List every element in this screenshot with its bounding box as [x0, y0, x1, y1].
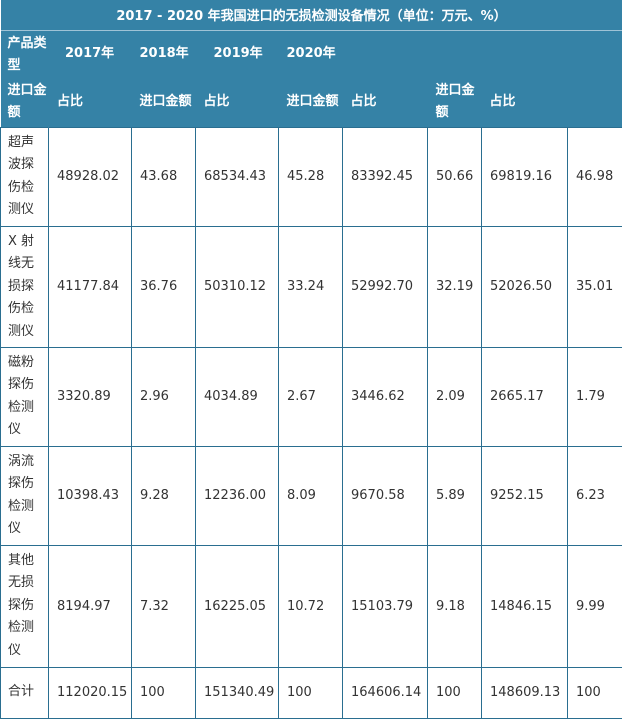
table-row: 超声波探伤检测仪 48928.02 43.68 68534.43 45.28 8… — [1, 127, 622, 226]
table-row: 涡流探伤检测仪 10398.43 9.28 12236.00 8.09 9670… — [1, 446, 622, 545]
product-type-header: 产品类型 — [1, 30, 49, 77]
sub-header-4: 进口金额 — [279, 77, 343, 127]
cell-value: 100 — [428, 667, 482, 718]
cell-value: 2.96 — [132, 347, 196, 446]
cell-value: 52992.70 — [343, 226, 428, 347]
cell-value: 3446.62 — [343, 347, 428, 446]
cell-value: 3320.89 — [49, 347, 132, 446]
cell-value: 46.98 — [568, 127, 622, 226]
year-header-row: 产品类型 2017年 2018年 2019年 2020年 — [1, 30, 622, 77]
cell-value: 12236.00 — [196, 446, 279, 545]
cell-value: 10398.43 — [49, 446, 132, 545]
year-2019-header: 2019年 — [196, 30, 279, 77]
cell-value: 83392.45 — [343, 127, 428, 226]
sub-header-row: 进口金额 占比 进口金额 占比 进口金额 占比 进口金额 占比 — [1, 77, 622, 127]
total-row: 合计 112020.15 100 151340.49 100 164606.14… — [1, 667, 622, 718]
year-2020-header: 2020年 — [279, 30, 343, 77]
year-2018-header: 2018年 — [132, 30, 196, 77]
cell-value: 8.09 — [279, 446, 343, 545]
table-row: 磁粉探伤检测仪 3320.89 2.96 4034.89 2.67 3446.6… — [1, 347, 622, 446]
cell-value: 16225.05 — [196, 545, 279, 667]
cell-value: 9670.58 — [343, 446, 428, 545]
cell-value: 100 — [568, 667, 622, 718]
cell-value: 100 — [132, 667, 196, 718]
sub-header-5: 占比 — [343, 77, 428, 127]
cell-value: 148609.13 — [482, 667, 568, 718]
cell-value: 4034.89 — [196, 347, 279, 446]
sub-header-6: 进口金额 — [428, 77, 482, 127]
cell-value: 9.99 — [568, 545, 622, 667]
cell-value: 41177.84 — [49, 226, 132, 347]
cell-value: 33.24 — [279, 226, 343, 347]
cell-value: 6.23 — [568, 446, 622, 545]
cell-value: 2.09 — [428, 347, 482, 446]
cell-value: 112020.15 — [49, 667, 132, 718]
import-amount-header: 进口金额 — [1, 77, 49, 127]
cell-value: 7.32 — [132, 545, 196, 667]
cell-value: 45.28 — [279, 127, 343, 226]
cell-value: 164606.14 — [343, 667, 428, 718]
cell-value: 2665.17 — [482, 347, 568, 446]
sub-header-7: 占比 — [482, 77, 568, 127]
sub-header-1: 占比 — [49, 77, 132, 127]
cell-value: 10.72 — [279, 545, 343, 667]
cell-value: 48928.02 — [49, 127, 132, 226]
cell-value: 50.66 — [428, 127, 482, 226]
cell-value: 69819.16 — [482, 127, 568, 226]
cell-value: 5.89 — [428, 446, 482, 545]
cell-value: 35.01 — [568, 226, 622, 347]
cell-value: 9.18 — [428, 545, 482, 667]
cell-value: 36.76 — [132, 226, 196, 347]
row-name: 其他无损探伤检测仪 — [1, 545, 49, 667]
cell-value: 14846.15 — [482, 545, 568, 667]
cell-value: 32.19 — [428, 226, 482, 347]
cell-value: 151340.49 — [196, 667, 279, 718]
table-title: 2017 - 2020 年我国进口的无损检测设备情况（单位：万元、%） — [1, 0, 622, 30]
table-row: X 射线无损探伤检测仪 41177.84 36.76 50310.12 33.2… — [1, 226, 622, 347]
cell-value: 2.67 — [279, 347, 343, 446]
row-name: 合计 — [1, 667, 49, 718]
cell-value: 100 — [279, 667, 343, 718]
row-name: 涡流探伤检测仪 — [1, 446, 49, 545]
row-name: 超声波探伤检测仪 — [1, 127, 49, 226]
row-name: X 射线无损探伤检测仪 — [1, 226, 49, 347]
cell-value: 52026.50 — [482, 226, 568, 347]
cell-value: 15103.79 — [343, 545, 428, 667]
cell-value: 9.28 — [132, 446, 196, 545]
table-row: 其他无损探伤检测仪 8194.97 7.32 16225.05 10.72 15… — [1, 545, 622, 667]
row-name: 磁粉探伤检测仪 — [1, 347, 49, 446]
cell-value: 68534.43 — [196, 127, 279, 226]
sub-header-2: 进口金额 — [132, 77, 196, 127]
cell-value: 50310.12 — [196, 226, 279, 347]
sub-header-3: 占比 — [196, 77, 279, 127]
cell-value: 8194.97 — [49, 545, 132, 667]
cell-value: 1.79 — [568, 347, 622, 446]
year-2017-header: 2017年 — [49, 30, 132, 77]
cell-value: 9252.15 — [482, 446, 568, 545]
cell-value: 43.68 — [132, 127, 196, 226]
